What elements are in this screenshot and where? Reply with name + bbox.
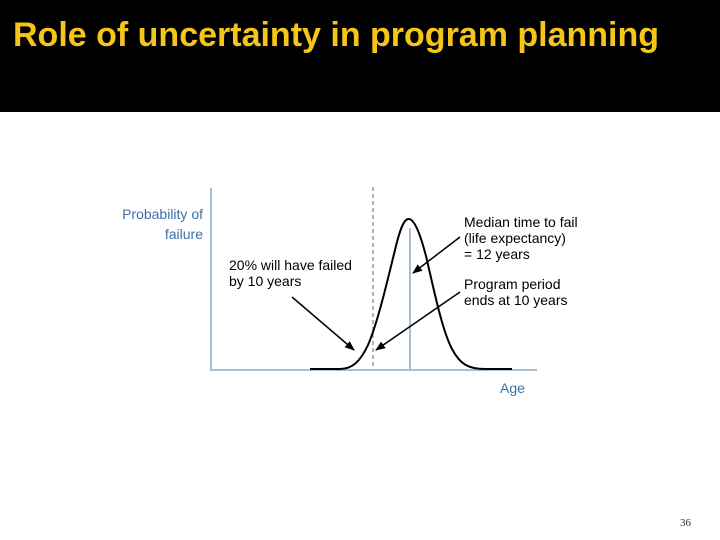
x-axis-label: Age <box>500 380 525 396</box>
annotation-median-line-3: = 12 years <box>464 246 530 262</box>
failure-curve <box>310 218 512 370</box>
arrow-to-20-percent <box>291 296 355 351</box>
arrow-to-median <box>412 236 461 274</box>
annotation-median-line-1: Median time to fail <box>464 214 578 230</box>
slide-number: 36 <box>680 517 691 529</box>
y-axis-label-line-1: Probability of <box>122 206 203 222</box>
annotation-program-line-1: Program period <box>464 276 561 292</box>
annotation-program-line-2: ends at 10 years <box>464 292 568 308</box>
annotation-20-percent-line-1: 20% will have failed <box>229 257 352 273</box>
annotation-20-percent-line-2: by 10 years <box>229 273 301 289</box>
title-bar: Role of uncertainty in program planning <box>0 0 720 112</box>
arrow-to-program-end <box>375 291 461 351</box>
slide-title: Role of uncertainty in program planning <box>13 16 660 54</box>
annotation-median-line-2: (life expectancy) <box>464 230 566 246</box>
y-axis-label-line-2: failure <box>165 226 203 242</box>
